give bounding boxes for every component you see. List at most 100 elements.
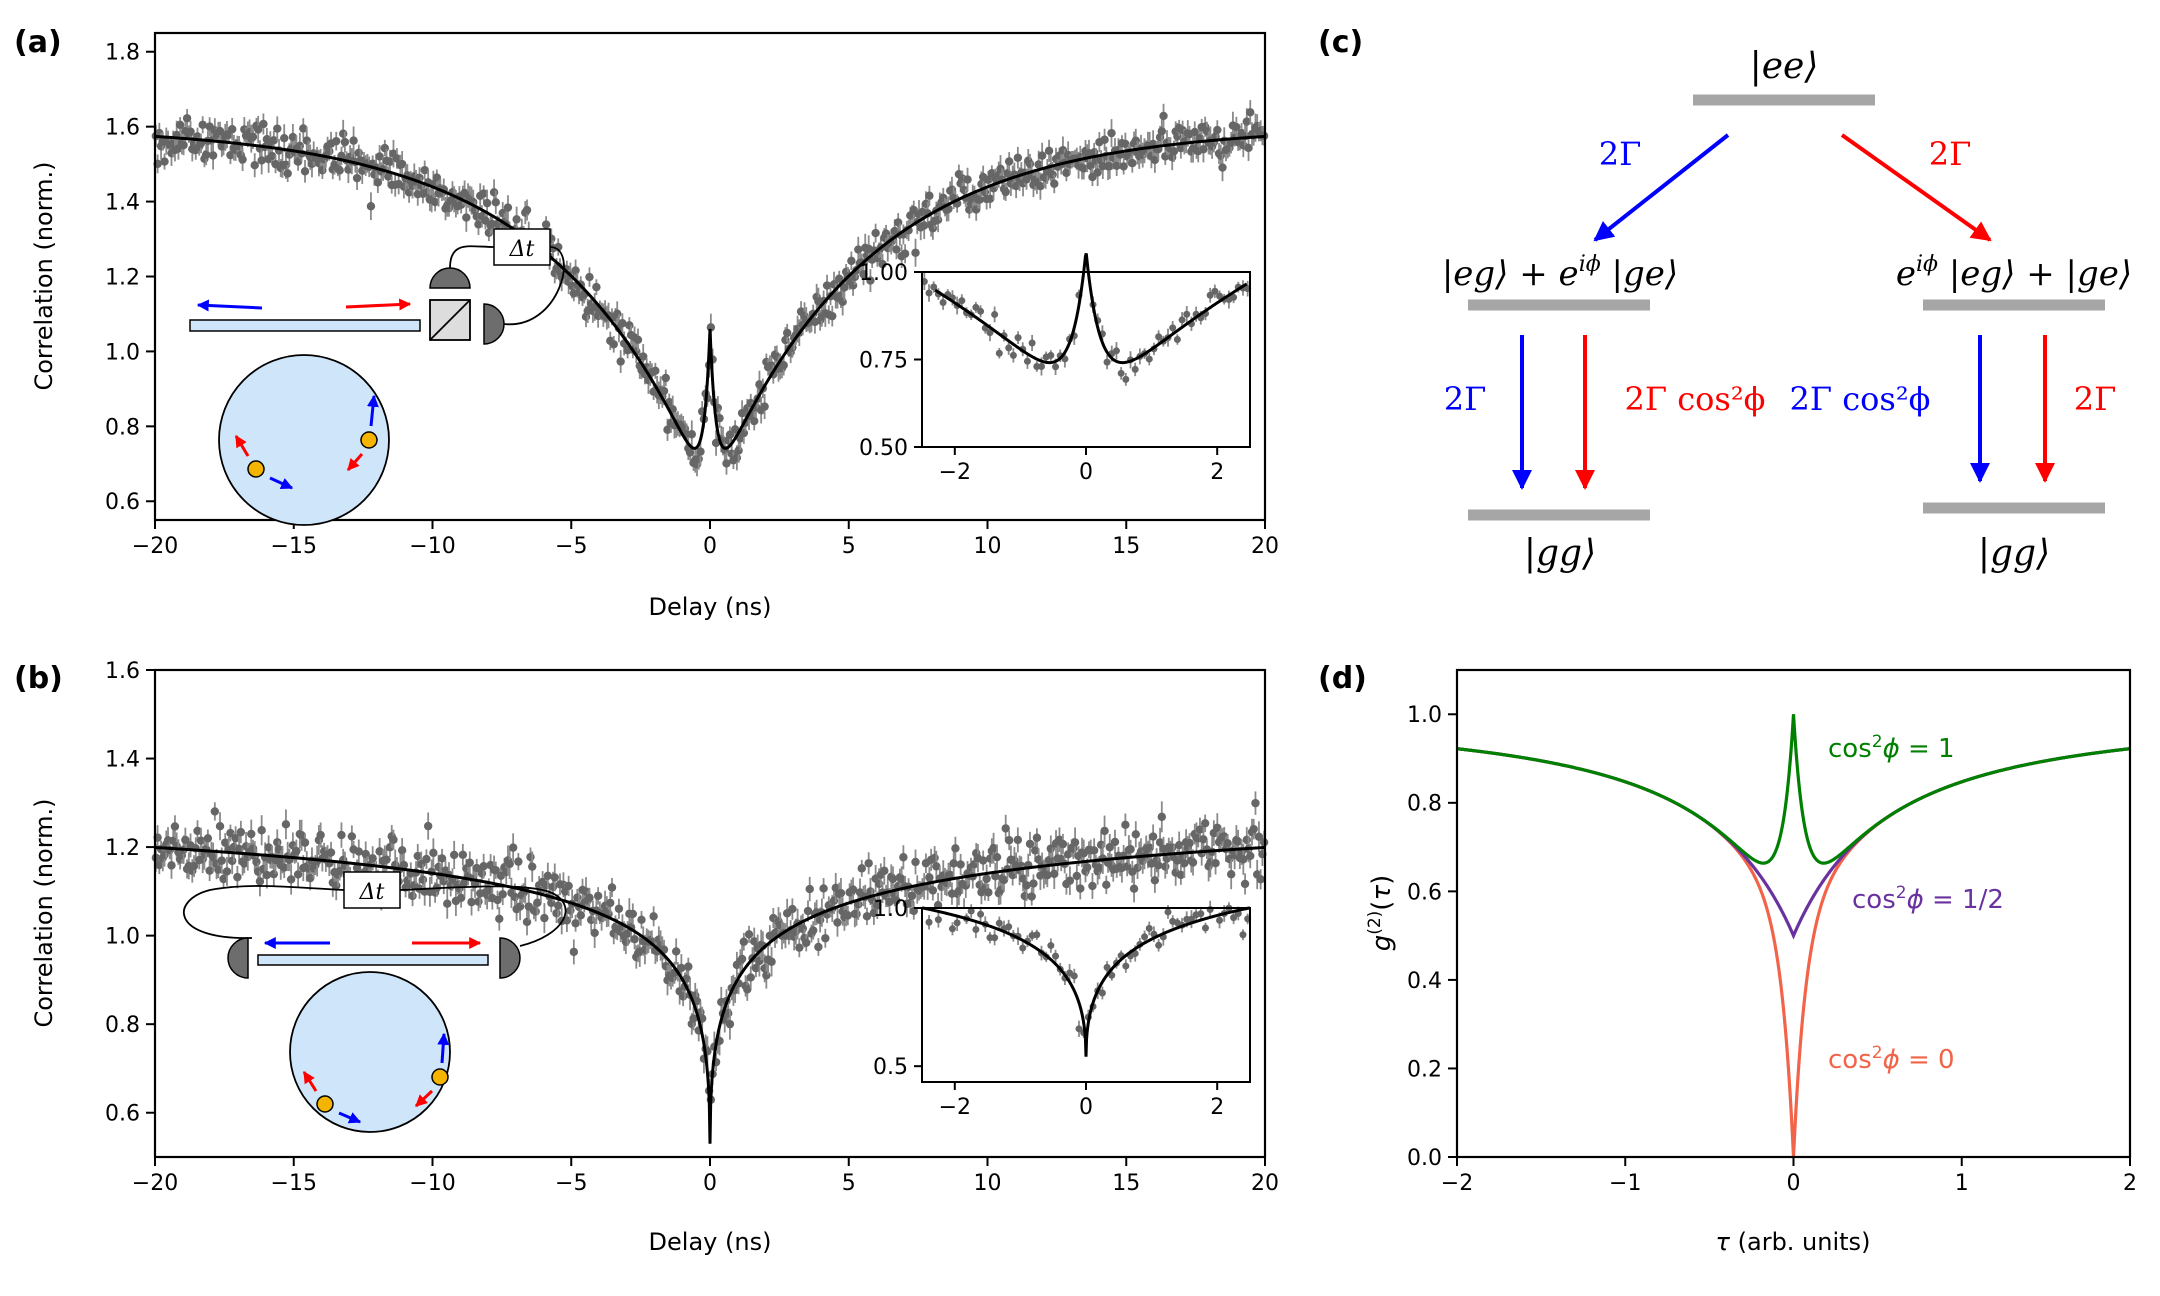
y-tick-label: 1.6 [105,116,140,141]
data-point [628,909,638,919]
x-tick-label: 0 [1079,460,1093,485]
data-point [208,853,218,862]
label-gg-left: |gg⟩ [1524,533,1596,574]
data-point [854,245,863,254]
data-point [946,870,955,880]
data-point [1030,846,1040,855]
data-point [292,846,301,856]
y-tick-label: 0.50 [859,436,908,461]
data-point [734,446,743,455]
data-point [408,891,417,901]
y-tick-label: 1.4 [105,190,140,215]
data-point [203,834,213,843]
data-point [1119,162,1128,171]
data-point [1155,333,1163,341]
data-point [1176,870,1186,880]
panel-b-x-label: Delay (ns) [649,1228,772,1256]
data-point [1213,125,1222,135]
data-point [186,127,195,136]
detector-right [483,303,505,345]
data-point [892,245,901,254]
data-point [760,402,769,411]
x-tick-label: 2 [1210,460,1224,485]
data-point [437,854,447,863]
data-point [422,854,431,864]
data-point [625,321,634,330]
data-point [1105,843,1114,852]
data-point [798,924,807,933]
data-point [751,963,761,973]
data-point [541,220,551,229]
data-point [982,874,991,883]
panel-b-inset-fit-curve [921,906,1251,1057]
y-tick-label: 0.4 [1407,969,1442,994]
data-point [347,832,357,841]
data-point [231,833,240,843]
data-point [234,844,244,854]
data-point [489,188,499,197]
data-point [802,938,811,947]
data-point [606,898,615,908]
data-point [725,1019,735,1029]
panel-a-fit-curve [154,134,1266,450]
data-point [273,838,282,847]
data-point [273,124,282,133]
data-point [1131,950,1139,958]
data-point [1174,841,1184,850]
data-point [848,885,858,894]
panel-a-y-label: Correlation (norm.) [30,161,58,390]
data-point [1244,143,1253,153]
data-point [316,830,325,840]
data-point [885,897,894,907]
data-point [573,893,582,902]
data-point [571,266,580,275]
data-point [934,916,942,924]
data-point [933,215,943,225]
data-point [368,854,377,863]
data-point [1005,923,1013,931]
emitter-right-arrow-blue [366,394,379,427]
data-point [616,357,625,366]
data-point [479,862,488,871]
data-point [808,926,818,935]
data-point [338,129,348,138]
delay-box [493,228,551,266]
data-point [1112,161,1121,171]
data-point [618,319,627,328]
data-point [633,335,643,345]
rate-bottom-left-red: 2Γ cos²ϕ [1625,380,1766,418]
data-point [1103,358,1111,366]
delay-box-label: Δt [359,880,385,905]
label-gg-right: |gg⟩ [1978,533,2050,574]
panel-b-inset-x-ticks: −2 0 2 [939,1082,1224,1120]
x-tick-label: −15 [271,1171,317,1196]
data-point [848,281,858,290]
data-point [482,198,492,208]
data-point [1233,837,1243,846]
data-point [1103,963,1111,971]
data-point [1254,832,1264,841]
data-point [779,361,788,370]
data-point [179,140,188,150]
data-point [335,866,344,876]
data-point [1029,879,1038,888]
data-point [271,855,280,865]
panel-d: −2 −1 0 1 2 0.0 0.2 0.4 0.6 0.8 1.0 τ (arb. units… [1365,668,2137,1256]
emitter-left [247,460,265,478]
data-point [1005,344,1013,352]
data-point [1178,316,1186,324]
y-tick-label: 1.0 [105,340,140,365]
data-point [925,918,933,926]
x-tick-label: 1 [1955,1171,1969,1196]
data-point [182,114,192,123]
data-point [1211,287,1219,295]
ring-resonator [289,971,451,1133]
x-tick-label: 10 [974,534,1002,559]
data-point [240,859,249,868]
data-point [637,915,646,924]
y-tick-label: 1.8 [105,41,140,66]
rate-top-right: 2Γ [1929,135,1972,173]
data-point [1230,914,1238,922]
emitter-left-arrow-red [234,434,250,457]
